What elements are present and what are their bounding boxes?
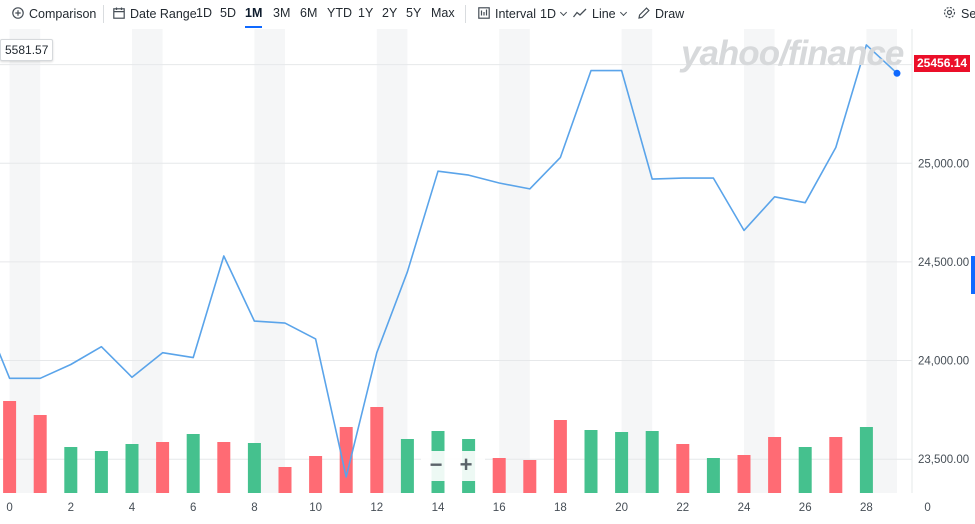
grid-band <box>132 29 163 493</box>
range-1m[interactable]: 1M <box>245 0 263 28</box>
chevron-down-icon <box>559 8 568 17</box>
zoom-controls: − + <box>421 451 485 481</box>
volume-bar <box>859 427 873 493</box>
range-6m[interactable]: 6M <box>300 6 318 20</box>
date-range-button[interactable]: Date Range <box>113 0 197 28</box>
volume-bar <box>186 434 200 493</box>
volume-bar <box>33 415 47 493</box>
volume-bar <box>400 439 414 493</box>
line-chart-icon <box>572 7 587 21</box>
volume-bar <box>492 458 506 493</box>
volume-bar <box>645 431 659 493</box>
calendar-icon <box>113 7 125 22</box>
plus-circle-icon <box>12 6 24 22</box>
draw-button[interactable]: Draw <box>638 0 684 28</box>
comparison-label: Comparison <box>29 7 97 21</box>
grid-band <box>621 29 653 493</box>
volume-bar <box>737 455 751 493</box>
range-ytd[interactable]: YTD <box>327 6 352 20</box>
volume-bar <box>156 442 170 493</box>
y-tick-label: 25,000.00 <box>918 158 969 170</box>
price-chart[interactable]: 23,500.0024,000.0024,500.0025,000.0025,5… <box>0 29 975 519</box>
interval-label: Interval <box>495 7 536 21</box>
grid-band <box>499 29 530 493</box>
interval-button[interactable]: Interval 1D <box>478 0 568 28</box>
range-1y[interactable]: 1Y <box>358 6 374 20</box>
chart-type-button[interactable]: Line <box>572 0 627 28</box>
last-price-dot <box>893 69 901 77</box>
range-5y[interactable]: 5Y <box>406 6 422 20</box>
gear-icon <box>943 6 956 22</box>
range-max[interactable]: Max <box>431 6 455 20</box>
x-tick-label: 10 <box>309 502 322 514</box>
toolbar-divider <box>465 5 466 23</box>
volume-bar <box>339 427 353 493</box>
x-tick-label: 6 <box>190 502 196 514</box>
x-tick-label: 26 <box>799 502 812 514</box>
yahoo-finance-watermark: yahoo/finance <box>681 34 904 73</box>
settings-button[interactable]: Set <box>943 0 975 28</box>
volume-bar <box>523 460 537 493</box>
x-tick-label: 24 <box>738 502 751 514</box>
y-tick-label: 23,500.00 <box>918 454 969 466</box>
volume-bar <box>217 442 231 493</box>
volume-bar <box>370 407 384 493</box>
volume-bar <box>64 447 78 493</box>
date-range-label: Date Range <box>130 7 197 21</box>
interval-value: 1D <box>540 7 556 21</box>
x-tick-label: 22 <box>676 502 689 514</box>
pencil-icon <box>638 6 650 22</box>
chevron-down-icon <box>619 8 627 17</box>
volume-bar <box>584 430 598 493</box>
volume-bar <box>278 467 292 493</box>
x-tick-label: 18 <box>554 502 567 514</box>
volume-bar <box>676 444 690 493</box>
x-tick-label: 0 <box>924 502 930 514</box>
x-tick-label: 4 <box>129 502 136 514</box>
volume-bar <box>125 444 139 493</box>
y-tick-label: 24,500.00 <box>918 257 969 269</box>
toolbar-divider <box>103 5 104 23</box>
comparison-button[interactable]: Comparison <box>12 0 96 28</box>
x-tick-label: 2 <box>68 502 74 514</box>
range-2y[interactable]: 2Y <box>382 6 398 20</box>
volume-bar <box>706 458 720 493</box>
x-tick-label: 0 <box>6 502 12 514</box>
volume-bar <box>798 447 812 493</box>
draw-label: Draw <box>655 7 685 21</box>
chart-area[interactable]: 23,500.0024,000.0024,500.0025,000.0025,5… <box>0 29 975 519</box>
settings-label: Set <box>961 7 975 21</box>
volume-bar <box>309 456 323 493</box>
volume-bar <box>94 451 108 493</box>
zoom-in-button[interactable]: + <box>459 452 473 477</box>
price-line <box>0 44 898 478</box>
y-tick-label: 24,000.00 <box>918 356 969 368</box>
range-3m[interactable]: 3M <box>273 6 291 20</box>
chart-type-label: Line <box>592 7 616 21</box>
interval-icon <box>478 6 490 22</box>
volume-bar <box>247 443 261 493</box>
range-5d[interactable]: 5D <box>220 6 236 20</box>
volume-bar <box>829 437 843 493</box>
x-tick-label: 8 <box>251 502 257 514</box>
grid-band <box>744 29 775 493</box>
x-tick-label: 20 <box>615 502 628 514</box>
last-price-tag: 25456.14 <box>914 55 971 72</box>
high-price-label: 5581.57 <box>0 39 54 61</box>
x-tick-label: 28 <box>860 502 873 514</box>
volume-bar <box>615 432 629 493</box>
chart-toolbar: Comparison Date Range 1D 5D 1M 3M 6M YTD… <box>0 0 975 28</box>
volume-bar <box>768 437 782 493</box>
volume-bar <box>3 401 17 493</box>
x-tick-label: 12 <box>370 502 383 514</box>
x-tick-label: 16 <box>493 502 506 514</box>
x-tick-label: 14 <box>432 502 445 514</box>
scroll-handle[interactable] <box>971 256 975 294</box>
zoom-out-button[interactable]: − <box>429 452 443 477</box>
grid-band <box>866 29 897 493</box>
volume-bar <box>553 420 567 493</box>
range-1d[interactable]: 1D <box>196 6 212 20</box>
grid-band <box>254 29 285 493</box>
